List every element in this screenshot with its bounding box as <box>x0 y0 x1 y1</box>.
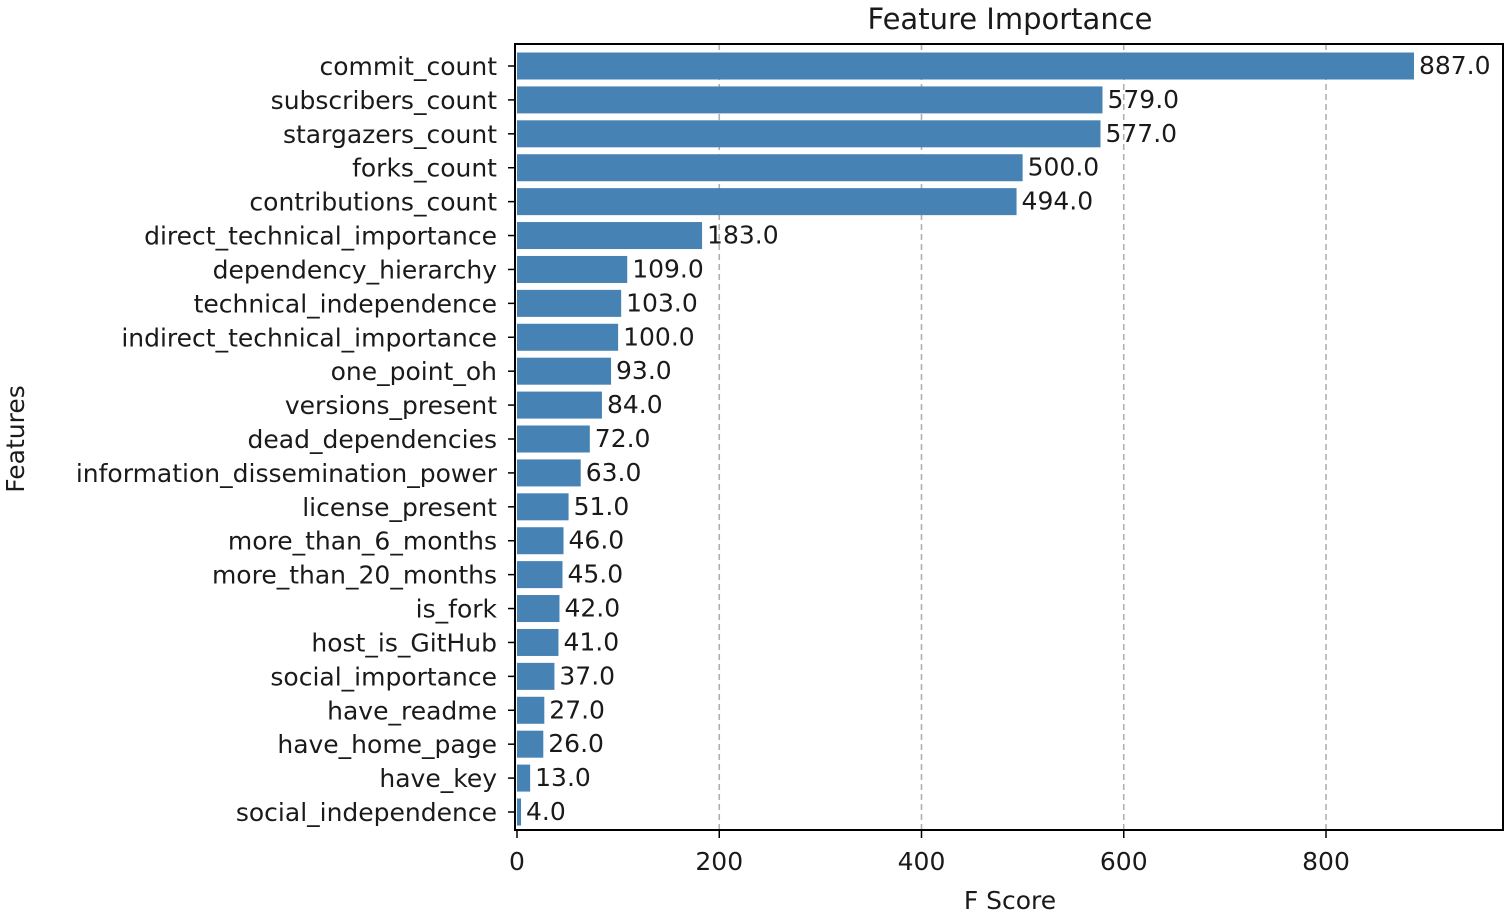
plot-frame <box>514 43 1504 831</box>
data-label-have_readme: 27.0 <box>549 695 605 724</box>
bar-have_key <box>517 764 531 792</box>
x-tick-label-0: 0 <box>509 847 525 876</box>
y-tick-label-forks_count: forks_count <box>352 154 497 183</box>
data-label-have_key: 13.0 <box>535 763 591 792</box>
bar-versions_present <box>517 391 602 419</box>
y-tick-label-one_point_oh: one_point_oh <box>331 357 497 386</box>
y-tick-label-dependency_hierarchy: dependency_hierarchy <box>213 255 498 284</box>
bar-dependency_hierarchy <box>517 255 628 283</box>
x-axis-ticks: 0 200 400 600 800 <box>509 830 1350 876</box>
chart-title: Feature Importance <box>868 2 1153 36</box>
bar-contributions_count <box>517 188 1017 216</box>
y-tick-label-direct_technical_importance: direct_technical_importance <box>144 222 497 251</box>
bar-subscribers_count <box>517 86 1103 114</box>
y-tick-label-is_fork: is_fork <box>416 595 498 624</box>
y-tick-label-license_present: license_present <box>302 493 497 522</box>
bar-is_fork <box>517 595 560 623</box>
y-tick-label-technical_independence: technical_independence <box>194 289 497 318</box>
y-axis-ticks: commit_count subscribers_count stargazers_… <box>76 52 515 827</box>
data-label-host_is_GitHub: 41.0 <box>563 627 619 656</box>
data-label-indirect_technical_importance: 100.0 <box>623 322 695 351</box>
data-label-dependency_hierarchy: 109.0 <box>632 254 704 283</box>
y-tick-label-subscribers_count: subscribers_count <box>271 86 498 115</box>
bar-more_than_20_months <box>517 561 563 589</box>
y-tick-label-more_than_6_months: more_than_6_months <box>228 527 497 556</box>
data-label-is_fork: 42.0 <box>564 594 620 623</box>
data-label-stargazers_count: 577.0 <box>1105 119 1177 148</box>
bar-have_readme <box>517 696 545 724</box>
bar-stargazers_count <box>517 120 1101 148</box>
bar-have_home_page <box>517 730 544 758</box>
data-label-direct_technical_importance: 183.0 <box>707 221 779 250</box>
data-label-more_than_6_months: 46.0 <box>569 526 625 555</box>
y-tick-label-indirect_technical_importance: indirect_technical_importance <box>121 323 497 352</box>
data-label-social_importance: 37.0 <box>559 661 615 690</box>
data-label-one_point_oh: 93.0 <box>616 356 672 385</box>
y-tick-label-information_dissemination_power: information_dissemination_power <box>76 459 498 488</box>
bar-technical_independence <box>517 289 622 317</box>
y-tick-label-versions_present: versions_present <box>285 391 497 420</box>
bar-indirect_technical_importance <box>517 323 619 351</box>
y-tick-label-host_is_GitHub: host_is_GitHub <box>311 628 497 657</box>
y-tick-label-more_than_20_months: more_than_20_months <box>212 561 497 590</box>
data-label-information_dissemination_power: 63.0 <box>586 458 642 487</box>
bar-one_point_oh <box>517 357 612 385</box>
bar-host_is_GitHub <box>517 628 559 656</box>
bar-license_present <box>517 493 569 521</box>
bars-group <box>517 52 1414 826</box>
y-tick-label-have_home_page: have_home_page <box>277 730 497 759</box>
x-tick-label-400: 400 <box>898 847 946 876</box>
data-label-social_independence: 4.0 <box>526 797 566 826</box>
data-label-forks_count: 500.0 <box>1028 153 1100 182</box>
bar-forks_count <box>517 154 1023 182</box>
x-tick-label-600: 600 <box>1100 847 1148 876</box>
bar-more_than_6_months <box>517 527 564 555</box>
data-label-more_than_20_months: 45.0 <box>568 560 624 589</box>
data-label-contributions_count: 494.0 <box>1022 187 1094 216</box>
y-axis-label: Features <box>1 385 30 493</box>
y-tick-label-have_readme: have_readme <box>327 696 497 725</box>
bar-direct_technical_importance <box>517 222 703 250</box>
y-tick-label-contributions_count: contributions_count <box>249 188 497 217</box>
data-label-subscribers_count: 579.0 <box>1108 85 1180 114</box>
data-label-commit_count: 887.0 <box>1419 51 1491 80</box>
x-tick-label-200: 200 <box>695 847 743 876</box>
bar-information_dissemination_power <box>517 459 581 487</box>
y-tick-label-stargazers_count: stargazers_count <box>283 120 497 149</box>
x-tick-label-800: 800 <box>1302 847 1350 876</box>
y-tick-label-commit_count: commit_count <box>319 52 497 81</box>
data-label-dead_dependencies: 72.0 <box>595 424 651 453</box>
bar-commit_count <box>517 52 1414 80</box>
bar-social_independence <box>517 798 522 826</box>
y-tick-label-social_independence: social_independence <box>236 798 497 827</box>
bar-dead_dependencies <box>517 425 590 453</box>
x-axis-label: F Score <box>964 886 1056 915</box>
data-label-technical_independence: 103.0 <box>626 288 698 317</box>
y-tick-label-have_key: have_key <box>379 764 497 793</box>
y-tick-label-social_importance: social_importance <box>270 662 497 691</box>
y-tick-label-dead_dependencies: dead_dependencies <box>248 425 497 454</box>
data-label-license_present: 51.0 <box>574 492 630 521</box>
bar-social_importance <box>517 662 555 690</box>
data-label-versions_present: 84.0 <box>607 390 663 419</box>
data-label-have_home_page: 26.0 <box>548 729 604 758</box>
